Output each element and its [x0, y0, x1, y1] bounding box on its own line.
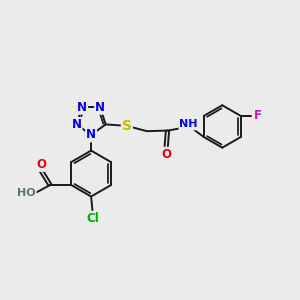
Text: F: F: [254, 110, 261, 122]
Text: N: N: [86, 128, 96, 142]
Text: N: N: [95, 101, 105, 114]
Text: HO: HO: [17, 188, 36, 198]
Text: O: O: [161, 148, 171, 160]
Text: N: N: [71, 118, 82, 131]
Text: Cl: Cl: [86, 212, 99, 225]
Text: NH: NH: [179, 119, 198, 129]
Text: S: S: [122, 119, 132, 133]
Text: N: N: [77, 101, 87, 114]
Text: O: O: [36, 158, 46, 171]
